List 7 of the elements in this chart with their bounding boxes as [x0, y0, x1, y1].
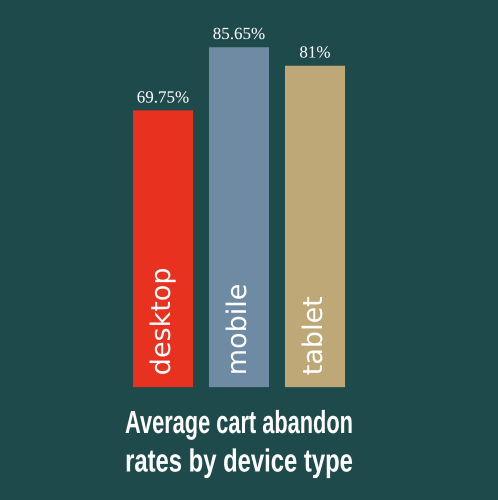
- x-tick-label: desktop: [146, 267, 178, 376]
- data-label: 85.65%: [212, 24, 266, 44]
- data-label: 69.75%: [136, 87, 190, 106]
- data-label: 81%: [299, 42, 331, 62]
- x-tick-label: tablet: [298, 296, 330, 376]
- text: Average cart abandon rates by device type: [125, 404, 353, 478]
- x-tick-label: mobile: [222, 284, 254, 376]
